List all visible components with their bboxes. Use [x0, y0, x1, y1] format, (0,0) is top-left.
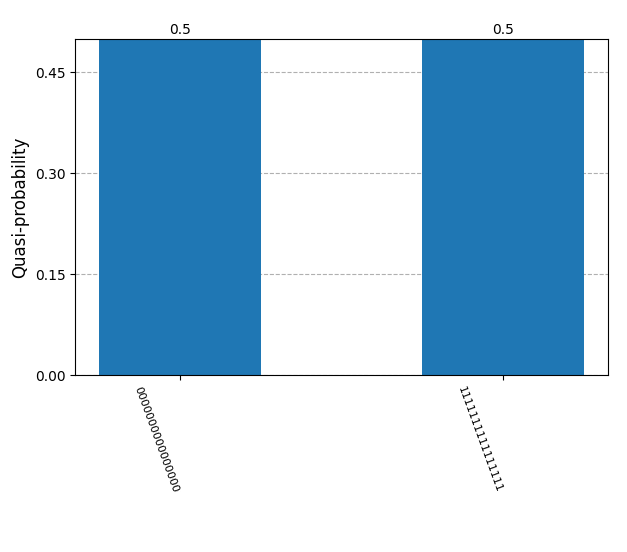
Text: 0.5: 0.5	[169, 23, 191, 36]
Bar	[423, 39, 584, 375]
Bar	[100, 39, 261, 375]
Text: 0.5: 0.5	[492, 23, 514, 36]
Y-axis label: Quasi-probability: Quasi-probability	[11, 136, 29, 278]
